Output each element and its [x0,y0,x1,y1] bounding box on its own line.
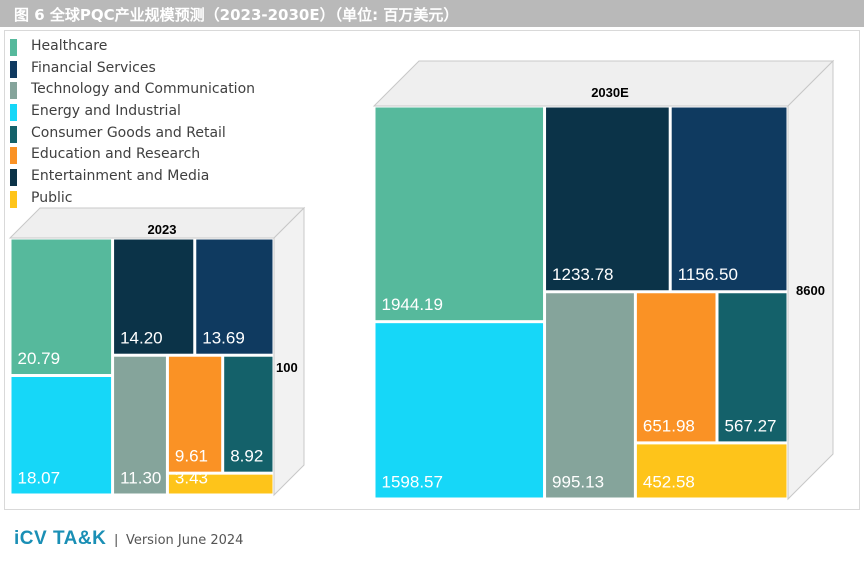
tile-public [636,444,787,498]
tile-value-label: 567.27 [724,416,776,435]
tile-education-and-research [636,293,716,442]
chart-title: 图 6 全球PQC产业规模预测（2023-2030E）（单位: 百万美元） [14,6,459,24]
tile-healthcare [11,239,112,374]
tile-value-label: 14.20 [120,329,163,348]
legend-swatch [10,169,17,187]
tile-value-label: 1156.50 [678,265,738,284]
treemap-panel-2023: 20.79 18.07 14.20 13.69 11.30 9.61 8.92 3.43 202… [8,206,306,497]
box-side-face [787,59,834,501]
tile-value-label: 11.30 [120,469,161,488]
tile-value-label: 651.98 [643,416,695,435]
footer-version: Version June 2024 [125,533,244,548]
tile-value-label: 18.07 [18,469,61,488]
legend-swatch [10,60,17,78]
tile-consumer-goods-and-retail [224,356,273,472]
tile-value-label: 3.43 [175,469,208,488]
tile-energy-and-industrial [11,376,112,494]
title-bar: 图 6 全球PQC产业规模预测（2023-2030E）（单位: 百万美元） [0,0,864,27]
tile-value-label: 9.61 [175,447,208,466]
legend-swatch [10,147,17,165]
legend-label: Financial Services [31,59,156,76]
chart-frame [4,30,860,510]
legend-label: Public [31,189,73,206]
panel-title: 2030E [591,85,629,100]
tile-education-and-research [168,356,222,472]
tile-value-label: 1598.57 [382,473,443,492]
tile-value-label: 20.79 [18,349,61,368]
tile-healthcare [375,107,544,321]
tile-value-label: 8.92 [230,447,263,466]
tile-energy-and-industrial [375,323,544,498]
footer: iCV TA&K | Version June 2024 [14,528,243,550]
scale-label: 8600 [796,283,825,298]
tile-financial-services [196,239,273,354]
legend-swatch [10,39,17,56]
tile-technology-and-communication [546,293,634,498]
legend-swatch [10,82,17,100]
legend-label: Healthcare [31,38,108,54]
box-side-face [273,206,305,497]
tile-public [168,474,273,494]
legend-label: Education and Research [31,146,201,163]
treemap-panel-2030E: 1944.19 1598.57 1233.78 1156.50 995.13 651.98… [372,59,835,501]
tile-entertainment-and-media [114,239,194,354]
legend-label: Consumer Goods and Retail [31,124,226,141]
tile-entertainment-and-media [546,107,669,291]
legend-label: Energy and Industrial [31,103,181,120]
legend-swatch [10,125,17,143]
legend-swatch [10,104,17,122]
tile-financial-services [671,107,787,291]
scale-label: 100 [276,360,298,375]
panel-title: 2023 [148,222,177,237]
footer-separator: | [114,531,118,547]
tile-value-label: 995.13 [552,473,604,492]
tile-value-label: 13.69 [202,329,245,348]
legend-label: Technology and Communication [31,81,256,98]
tile-value-label: 452.58 [643,473,695,492]
tile-value-label: 1233.78 [552,265,613,284]
footer-logo: iCV TA&K [14,528,107,549]
tile-consumer-goods-and-retail [718,293,787,442]
tile-technology-and-communication [114,356,166,494]
legend-swatch [10,190,17,208]
legend-label: Entertainment and Media [31,168,210,185]
tile-value-label: 1944.19 [382,295,443,314]
